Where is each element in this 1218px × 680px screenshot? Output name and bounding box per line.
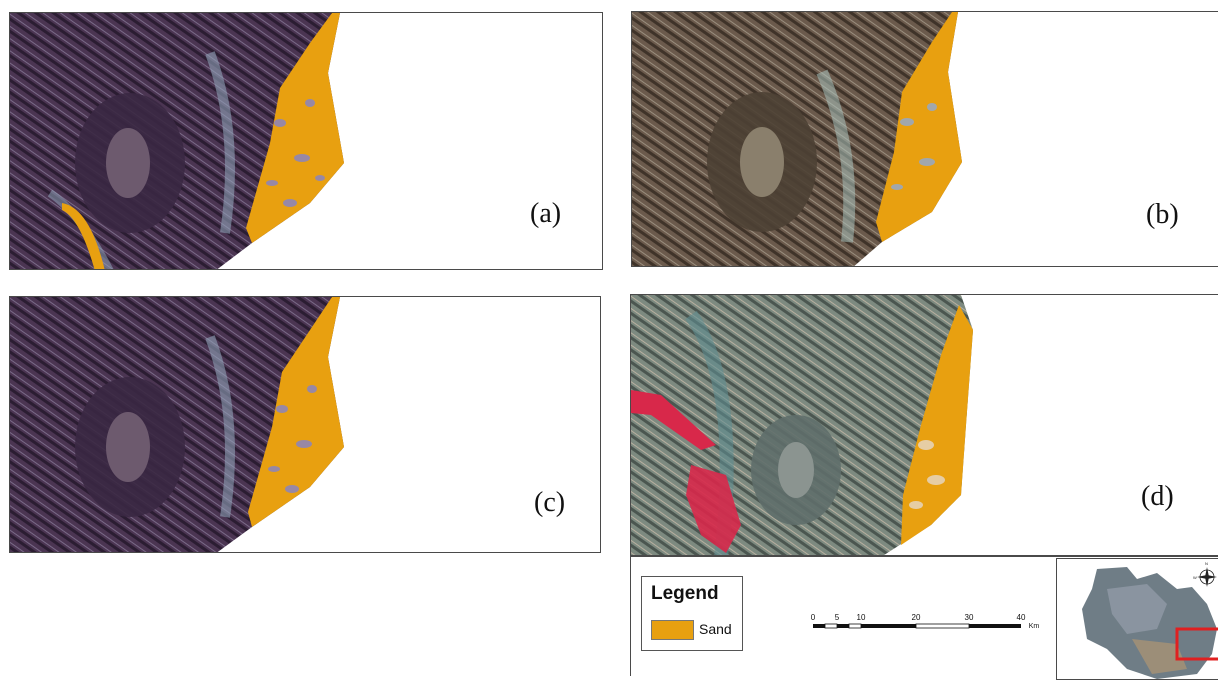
legend: Legend Sand (641, 576, 743, 651)
map-footer: Legend Sand 0 5 10 20 30 40 Km (630, 556, 1218, 680)
inset-map-graphic: W N (1082, 561, 1218, 679)
scale-tick: 40 (1016, 613, 1026, 622)
map-image-d (631, 295, 973, 555)
scale-unit: Km (1028, 623, 1040, 630)
scale-tick: 30 (964, 613, 974, 622)
panel-label-d: (d) (1141, 481, 1174, 512)
locator-inset-map: W N (1056, 558, 1218, 680)
svg-text:W: W (1193, 575, 1197, 580)
scale-tick: 20 (911, 613, 921, 622)
scale-bar-graphic (813, 623, 1021, 629)
scale-tick: 10 (856, 613, 866, 622)
map-panel-c: (c) (9, 296, 601, 553)
legend-item-sand: Sand (699, 621, 732, 637)
scale-tick: 0 (810, 613, 816, 622)
map-panel-b: (b) (631, 11, 1218, 267)
map-image-c (10, 297, 344, 552)
map-image-a (10, 13, 344, 269)
panel-label-b: (b) (1146, 199, 1179, 230)
panel-label-a: (a) (530, 198, 562, 229)
legend-swatch-sand (651, 620, 694, 640)
map-panel-a: (a) (9, 12, 603, 270)
map-panel-d: (d) (630, 294, 1218, 556)
compass-rose-icon: W N (1193, 561, 1217, 587)
inset-highlight-box (1175, 627, 1218, 661)
map-image-b (632, 12, 962, 266)
scale-tick: 5 (834, 613, 840, 622)
scale-bar: 0 5 10 20 30 40 Km (811, 613, 1051, 643)
panel-label-c: (c) (534, 487, 566, 518)
legend-title: Legend (651, 583, 719, 604)
svg-text:N: N (1205, 561, 1208, 566)
